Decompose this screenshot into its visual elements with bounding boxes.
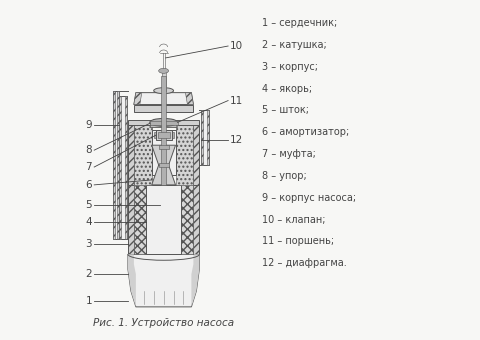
Text: 9 – корпус насоса;: 9 – корпус насоса;: [262, 193, 356, 203]
Polygon shape: [134, 125, 152, 185]
Polygon shape: [128, 125, 134, 185]
Bar: [162, 71, 166, 91]
Text: 8 – упор;: 8 – упор;: [262, 171, 307, 181]
Polygon shape: [134, 92, 193, 104]
Ellipse shape: [159, 68, 168, 73]
Bar: [201, 110, 209, 165]
Polygon shape: [128, 254, 199, 307]
Bar: [119, 96, 121, 239]
Bar: [201, 110, 204, 165]
Text: 1 – сердечник;: 1 – сердечник;: [262, 18, 337, 28]
Bar: [157, 132, 169, 138]
Text: 3: 3: [85, 239, 92, 249]
Text: 7 – муфта;: 7 – муфта;: [262, 149, 316, 159]
Polygon shape: [134, 185, 146, 254]
Text: 12: 12: [230, 135, 243, 145]
Polygon shape: [193, 125, 199, 185]
Bar: [161, 76, 166, 185]
Bar: [159, 163, 168, 167]
Polygon shape: [152, 145, 176, 165]
Text: 10 – клапан;: 10 – клапан;: [262, 215, 325, 225]
Ellipse shape: [150, 118, 178, 126]
Bar: [156, 130, 171, 140]
Polygon shape: [193, 130, 199, 254]
Text: 11 – поршень;: 11 – поршень;: [262, 236, 334, 246]
Bar: [207, 110, 209, 165]
Polygon shape: [150, 119, 178, 128]
Polygon shape: [176, 125, 193, 185]
Text: 3 – корпус;: 3 – корпус;: [262, 62, 318, 72]
Bar: [113, 91, 119, 239]
Text: 6 – амортизатор;: 6 – амортизатор;: [262, 127, 349, 137]
Text: 9: 9: [85, 120, 92, 130]
Polygon shape: [152, 165, 176, 185]
Text: 7: 7: [85, 162, 92, 172]
Text: 8: 8: [85, 145, 92, 155]
Bar: [117, 91, 119, 239]
Bar: [146, 185, 181, 254]
Polygon shape: [181, 185, 193, 254]
Bar: [125, 96, 127, 239]
Text: 6: 6: [85, 180, 92, 190]
Polygon shape: [192, 254, 199, 307]
Text: 2: 2: [85, 269, 92, 279]
Polygon shape: [185, 92, 193, 104]
Bar: [159, 145, 168, 149]
Polygon shape: [128, 254, 136, 307]
Bar: [152, 130, 176, 175]
Text: 1: 1: [85, 296, 92, 306]
Ellipse shape: [154, 88, 174, 94]
Text: 2 – катушка;: 2 – катушка;: [262, 40, 326, 50]
Text: 4: 4: [85, 217, 92, 226]
Polygon shape: [134, 92, 142, 104]
Text: 5: 5: [85, 200, 92, 210]
Text: 10: 10: [230, 41, 243, 51]
Bar: [113, 91, 115, 239]
Bar: [128, 120, 199, 125]
Text: Рис. 1. Устройство насоса: Рис. 1. Устройство насоса: [93, 318, 234, 328]
Text: 11: 11: [230, 96, 243, 106]
Polygon shape: [128, 130, 134, 254]
Bar: [150, 121, 178, 125]
Bar: [134, 104, 193, 113]
Text: 12 – диафрагма.: 12 – диафрагма.: [262, 258, 347, 268]
Text: 5 – шток;: 5 – шток;: [262, 105, 309, 116]
Text: 4 – якорь;: 4 – якорь;: [262, 84, 312, 94]
Bar: [119, 96, 127, 239]
Bar: [154, 132, 174, 138]
